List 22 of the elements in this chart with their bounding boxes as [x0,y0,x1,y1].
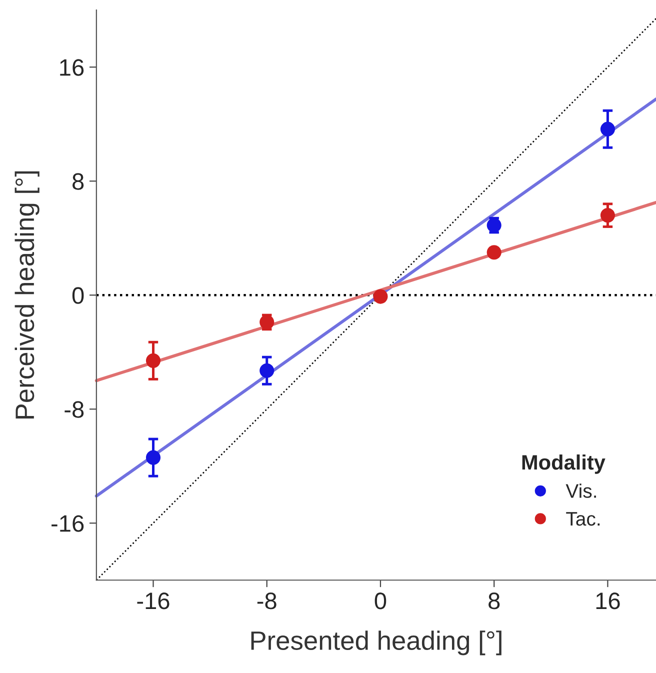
legend-title: Modality [522,454,606,474]
y-tick-label: 16 [60,59,84,76]
legend-label: Vis. [566,484,596,498]
point [373,289,388,304]
x-tick-label: -16 [137,592,170,610]
x-tick-label: -8 [257,592,276,610]
point [600,208,615,223]
y-axis-title: Perceived heading [°] [14,171,40,419]
x-tick-label: 16 [596,592,620,610]
y-tick-label: 0 [72,287,84,304]
x-tick-label: 0 [374,592,386,610]
point [600,122,615,136]
y-tick-label: -16 [52,515,84,532]
legend-label: Tac. [566,512,600,526]
point [260,363,274,378]
x-axis-title: Presented heading [°] [251,630,502,656]
point [146,353,161,368]
point [146,450,161,465]
point [486,245,502,260]
x-tick-label: 8 [488,592,500,610]
y-tick-label: 8 [72,173,84,190]
y-tick-label: -8 [64,401,84,418]
